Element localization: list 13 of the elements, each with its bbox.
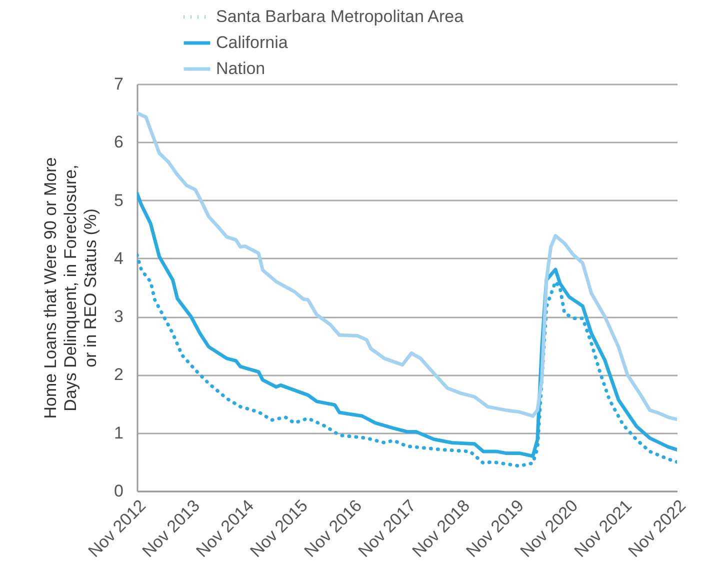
line-series <box>137 111 677 422</box>
y-tick-label: 7 <box>114 74 124 94</box>
y-tick-label: 0 <box>114 482 124 500</box>
y-axis-title: Home Loans that Were 90 or More Days Delinquent, in Foreclosure, or in REO Status (%) <box>41 157 100 419</box>
legend-label: Nation <box>216 59 266 78</box>
y-tick-label: 6 <box>114 132 124 152</box>
y-tick-label: 3 <box>114 307 124 326</box>
y-tick-label: 2 <box>114 365 124 384</box>
y-tick-label: 4 <box>114 248 124 268</box>
legend-label: Santa Barbara Metropolitan Area <box>216 7 464 26</box>
y-tick-label: 5 <box>114 190 124 210</box>
legend-label: California <box>216 33 288 52</box>
y-tick-label: 1 <box>114 423 124 442</box>
